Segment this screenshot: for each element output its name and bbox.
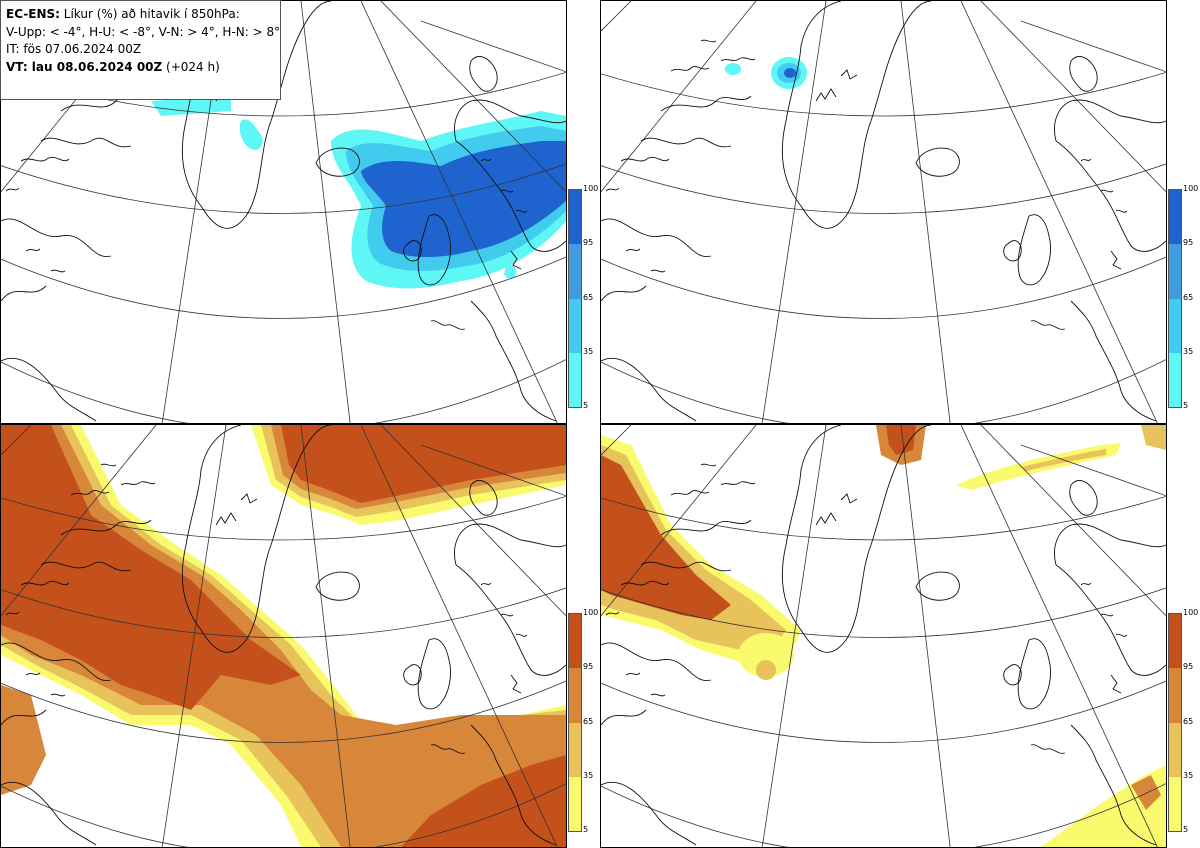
map-top-right [601, 1, 1166, 423]
colorbar-segment [1169, 244, 1181, 299]
colorbar-segment [1169, 298, 1181, 353]
probability-field-warm-extreme [601, 425, 1166, 847]
map-bottom-right [601, 425, 1166, 847]
colorbar-tick-label: 5 [583, 825, 589, 834]
colorbar-tick-label: 35 [1183, 346, 1194, 356]
colorbar-segment [569, 352, 581, 407]
colorbar-segment [569, 614, 581, 669]
colorbar-segment [569, 776, 581, 831]
colorbar-segment [1169, 614, 1181, 669]
legend-line: V-Upp: < -4°, H-U: < -8°, V-N: > 4°, H-N… [6, 24, 281, 39]
title-line: EC-ENS: Líkur (%) að hitavik í 850hPa: [6, 6, 275, 24]
lead-time: (+024 h) [162, 59, 220, 74]
info-box: EC-ENS: Líkur (%) að hitavik í 850hPa: V… [0, 0, 281, 100]
valid-line: VT: lau 08.06.2024 00Z (+024 h) [6, 59, 275, 77]
init-time: IT: fös 07.06.2024 00Z [6, 42, 142, 56]
colorbar-tick-label: 5 [583, 401, 589, 410]
colorbar-blue-top-right [1168, 189, 1182, 408]
probability-field-warm [1, 425, 566, 847]
colorbar-segment [1169, 668, 1181, 723]
model-label: EC-ENS: [6, 7, 60, 21]
colorbar-segment [1169, 352, 1181, 407]
map-panel-bottom-left [0, 424, 567, 848]
colorbar-tick-label: 65 [583, 292, 594, 302]
colorbar-tick-label: 65 [583, 716, 594, 726]
colorbar-tick-label: 65 [1183, 716, 1194, 726]
colorbar-segment [569, 244, 581, 299]
colorbar-segment [1169, 722, 1181, 777]
colorbar-tick-label: 100 [583, 608, 599, 617]
colorbar-tick-label: 35 [1183, 770, 1194, 780]
map-panel-top-right [600, 0, 1167, 424]
colorbar-segment [1169, 190, 1181, 245]
colorbar-tick-label: 95 [583, 238, 594, 248]
probability-field-cold [151, 96, 566, 289]
colorbar-tick-label: 100 [1183, 608, 1199, 617]
map-bottom-left [1, 425, 566, 847]
colorbar-tick-label: 95 [1183, 662, 1194, 672]
colorbar-tick-label: 100 [1183, 184, 1199, 193]
colorbar-tick-label: 5 [1183, 825, 1189, 834]
colorbar-tick-label: 100 [583, 184, 599, 193]
colorbar-tick-label: 5 [1183, 401, 1189, 410]
valid-time: VT: lau 08.06.2024 00Z [6, 59, 163, 74]
colorbar-orange-bottom-left [568, 613, 582, 832]
colorbar-tick-label: 35 [583, 770, 594, 780]
colorbar-segment [569, 722, 581, 777]
map-panel-top-left [0, 0, 567, 424]
probability-field-cold-extreme [725, 57, 807, 89]
colorbar-tick-label: 95 [1183, 238, 1194, 248]
map-panel-bottom-right [600, 424, 1167, 848]
colorbar-blue-top-left [568, 189, 582, 408]
title-text: Líkur (%) að hitavik í 850hPa: [59, 7, 240, 21]
map-top-left [1, 1, 566, 423]
colorbar-segment [1169, 776, 1181, 831]
colorbar-segment [569, 298, 581, 353]
colorbar-segment [569, 190, 581, 245]
colorbar-tick-label: 95 [583, 662, 594, 672]
colorbar-tick-label: 65 [1183, 292, 1194, 302]
colorbar-segment [569, 668, 581, 723]
colorbar-tick-label: 35 [583, 346, 594, 356]
colorbar-orange-bottom-right [1168, 613, 1182, 832]
